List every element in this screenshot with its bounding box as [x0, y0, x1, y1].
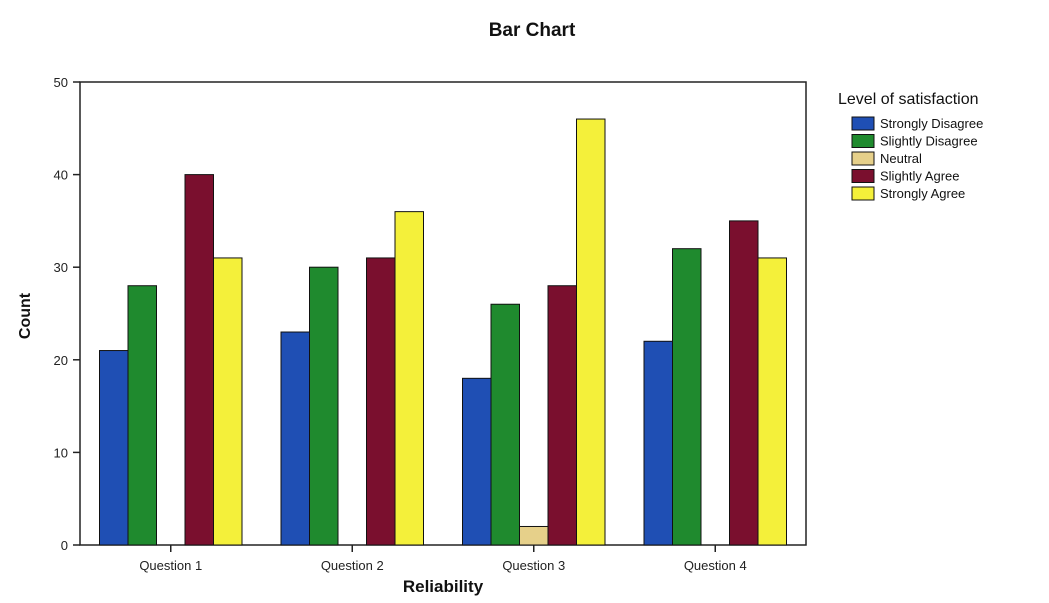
bar-slightly-agree-q4: [729, 220, 759, 546]
bar-slightly-agree-q3: [547, 285, 577, 546]
legend-swatch: [851, 116, 875, 131]
bar-strongly-disagree-q2: [280, 331, 310, 546]
bar-strongly-agree-q3: [576, 118, 606, 546]
y-tick-label: 20: [54, 353, 68, 368]
x-tick-label: Question 2: [321, 558, 384, 573]
bar-slightly-agree-q2: [366, 257, 396, 546]
bars-group: [99, 118, 787, 546]
bar-strongly-agree-q4: [757, 257, 787, 546]
legend-swatch: [851, 169, 875, 183]
bar-strongly-agree-q2: [394, 211, 424, 546]
bar-slightly-disagree-q2: [309, 266, 339, 546]
legend-swatch: [851, 151, 875, 166]
y-tick-label: 50: [54, 75, 68, 90]
y-axis-label: Count: [17, 292, 34, 339]
bar-slightly-disagree-q3: [490, 303, 520, 546]
x-tick-label: Question 4: [684, 558, 747, 573]
legend-entry: Slightly Agree: [880, 169, 960, 184]
x-axis-label: Reliability: [403, 577, 484, 596]
y-axis: 0 10 20 30 40 50: [54, 75, 80, 553]
legend-title: Level of satisfaction: [838, 91, 979, 108]
y-tick-label: 10: [54, 445, 68, 460]
legend-swatch: [851, 134, 875, 148]
x-tick-label: Question 3: [502, 558, 565, 573]
y-tick-label: 40: [54, 168, 68, 183]
bar-strongly-disagree-q4: [643, 340, 673, 546]
x-axis: Question 1 Question 2 Question 3 Question 4: [139, 545, 747, 573]
legend-entry: Strongly Agree: [880, 186, 965, 201]
bar-strongly-disagree-q1: [99, 350, 129, 546]
legend: Level of satisfaction Strongly Disagree S…: [838, 91, 983, 201]
bar-slightly-disagree-q1: [127, 285, 157, 546]
legend-entry: Slightly Disagree: [880, 134, 978, 149]
x-tick-label: Question 1: [139, 558, 202, 573]
bar-neutral-q3: [519, 525, 549, 546]
bar-slightly-disagree-q4: [672, 248, 702, 546]
y-tick-label: 30: [54, 260, 68, 275]
legend-swatch: [851, 186, 875, 201]
bar-slightly-agree-q1: [184, 174, 214, 546]
legend-entry: Neutral: [880, 151, 922, 166]
bar-strongly-agree-q1: [213, 257, 243, 546]
legend-entry: Strongly Disagree: [880, 116, 983, 131]
chart-title: Bar Chart: [489, 20, 576, 41]
bar-strongly-disagree-q3: [462, 377, 492, 546]
y-tick-label: 0: [61, 538, 68, 553]
